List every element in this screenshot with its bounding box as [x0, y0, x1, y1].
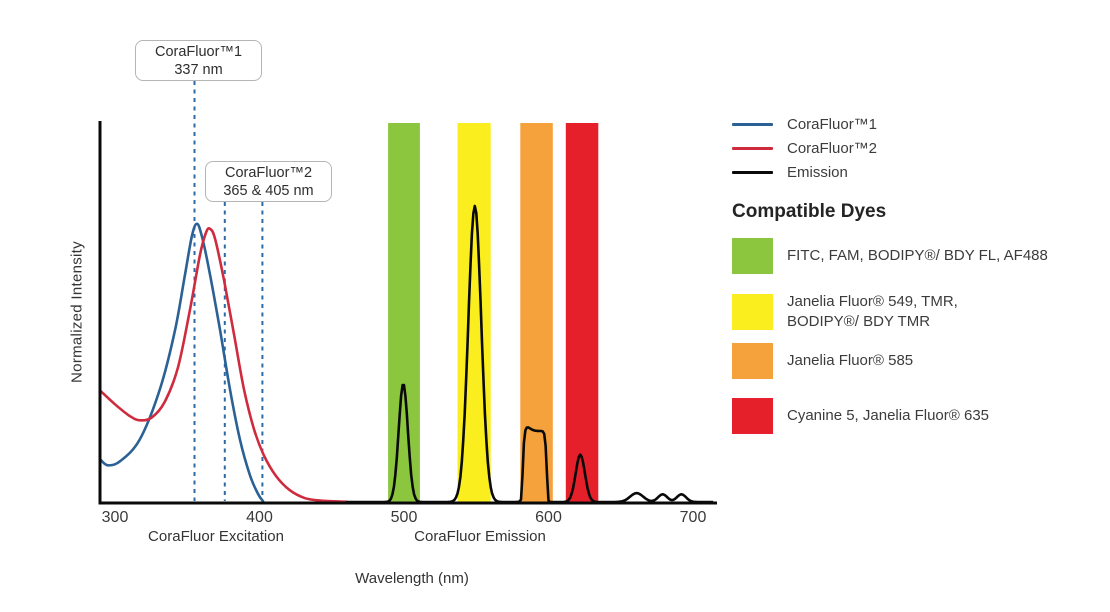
dye-item-red: Cyanine 5, Janelia Fluor® 635: [732, 398, 989, 434]
x-section-label-emission: CoraFluor Emission: [414, 528, 546, 545]
corafluor1-excitation-curve: [98, 222, 265, 503]
dye-band-green: [388, 123, 420, 503]
dye-label-green: FITC, FAM, BODIPY®/ BDY FL, AF488: [787, 247, 1048, 264]
dye-band-red: [565, 123, 599, 503]
callout-corafluor2-wavelength: 365 & 405 nm: [223, 182, 314, 199]
x-tick-300: 300: [101, 509, 129, 526]
dye-band-orange: [520, 123, 553, 503]
x-axis-title: Wavelength (nm): [355, 570, 469, 587]
dye-item-green: FITC, FAM, BODIPY®/ BDY FL, AF488: [732, 238, 1048, 274]
x-tick-700: 700: [679, 509, 707, 526]
x-section-label-excitation: CoraFluor Excitation: [148, 528, 284, 545]
emission-line-swatch: [732, 170, 773, 174]
x-tick-600: 600: [535, 509, 562, 526]
corafluor2-excitation-curve: [98, 227, 348, 503]
dye-label-yellow: Janelia Fluor® 549, TMR, BODIPY®/ BDY TM…: [787, 293, 958, 330]
callout-corafluor1: CoraFluor™1 337 nm: [135, 40, 262, 81]
emission-curve: [346, 204, 714, 504]
dye-label-red: Cyanine 5, Janelia Fluor® 635: [787, 407, 990, 424]
y-axis-label: Normalized Intensity: [68, 241, 86, 383]
legend-item-corafluor1: CoraFluor™1: [732, 114, 877, 134]
dye-swatch-orange: [732, 343, 773, 379]
dye-swatch-green: [732, 238, 773, 274]
dye-swatch-yellow: [732, 294, 773, 330]
dye-item-yellow: Janelia Fluor® 549, TMR, BODIPY®/ BDY TM…: [732, 292, 958, 332]
legend-item-emission: Emission: [732, 162, 848, 182]
dye-swatch-red: [732, 398, 773, 434]
dye-item-orange: Janelia Fluor® 585: [732, 343, 913, 379]
x-tick-400: 400: [246, 509, 273, 526]
callout-corafluor2-title: CoraFluor™2: [224, 165, 313, 181]
compatible-dyes-heading: Compatible Dyes: [732, 201, 887, 222]
callout-corafluor2: CoraFluor™2 365 & 405 nm: [205, 161, 332, 202]
corafluor2-line-swatch: [732, 146, 773, 150]
dye-label-orange: Janelia Fluor® 585: [787, 352, 914, 369]
corafluor1-line-swatch: [732, 122, 773, 126]
legend-label-emission: Emission: [787, 163, 848, 181]
legend-label-corafluor2: CoraFluor™2: [787, 139, 878, 157]
x-tick-500: 500: [390, 509, 418, 526]
callout-corafluor1-title: CoraFluor™1: [154, 44, 243, 60]
legend-item-corafluor2: CoraFluor™2: [732, 138, 877, 158]
legend-label-corafluor1: CoraFluor™1: [787, 115, 878, 133]
callout-corafluor1-wavelength: 337 nm: [174, 61, 223, 78]
